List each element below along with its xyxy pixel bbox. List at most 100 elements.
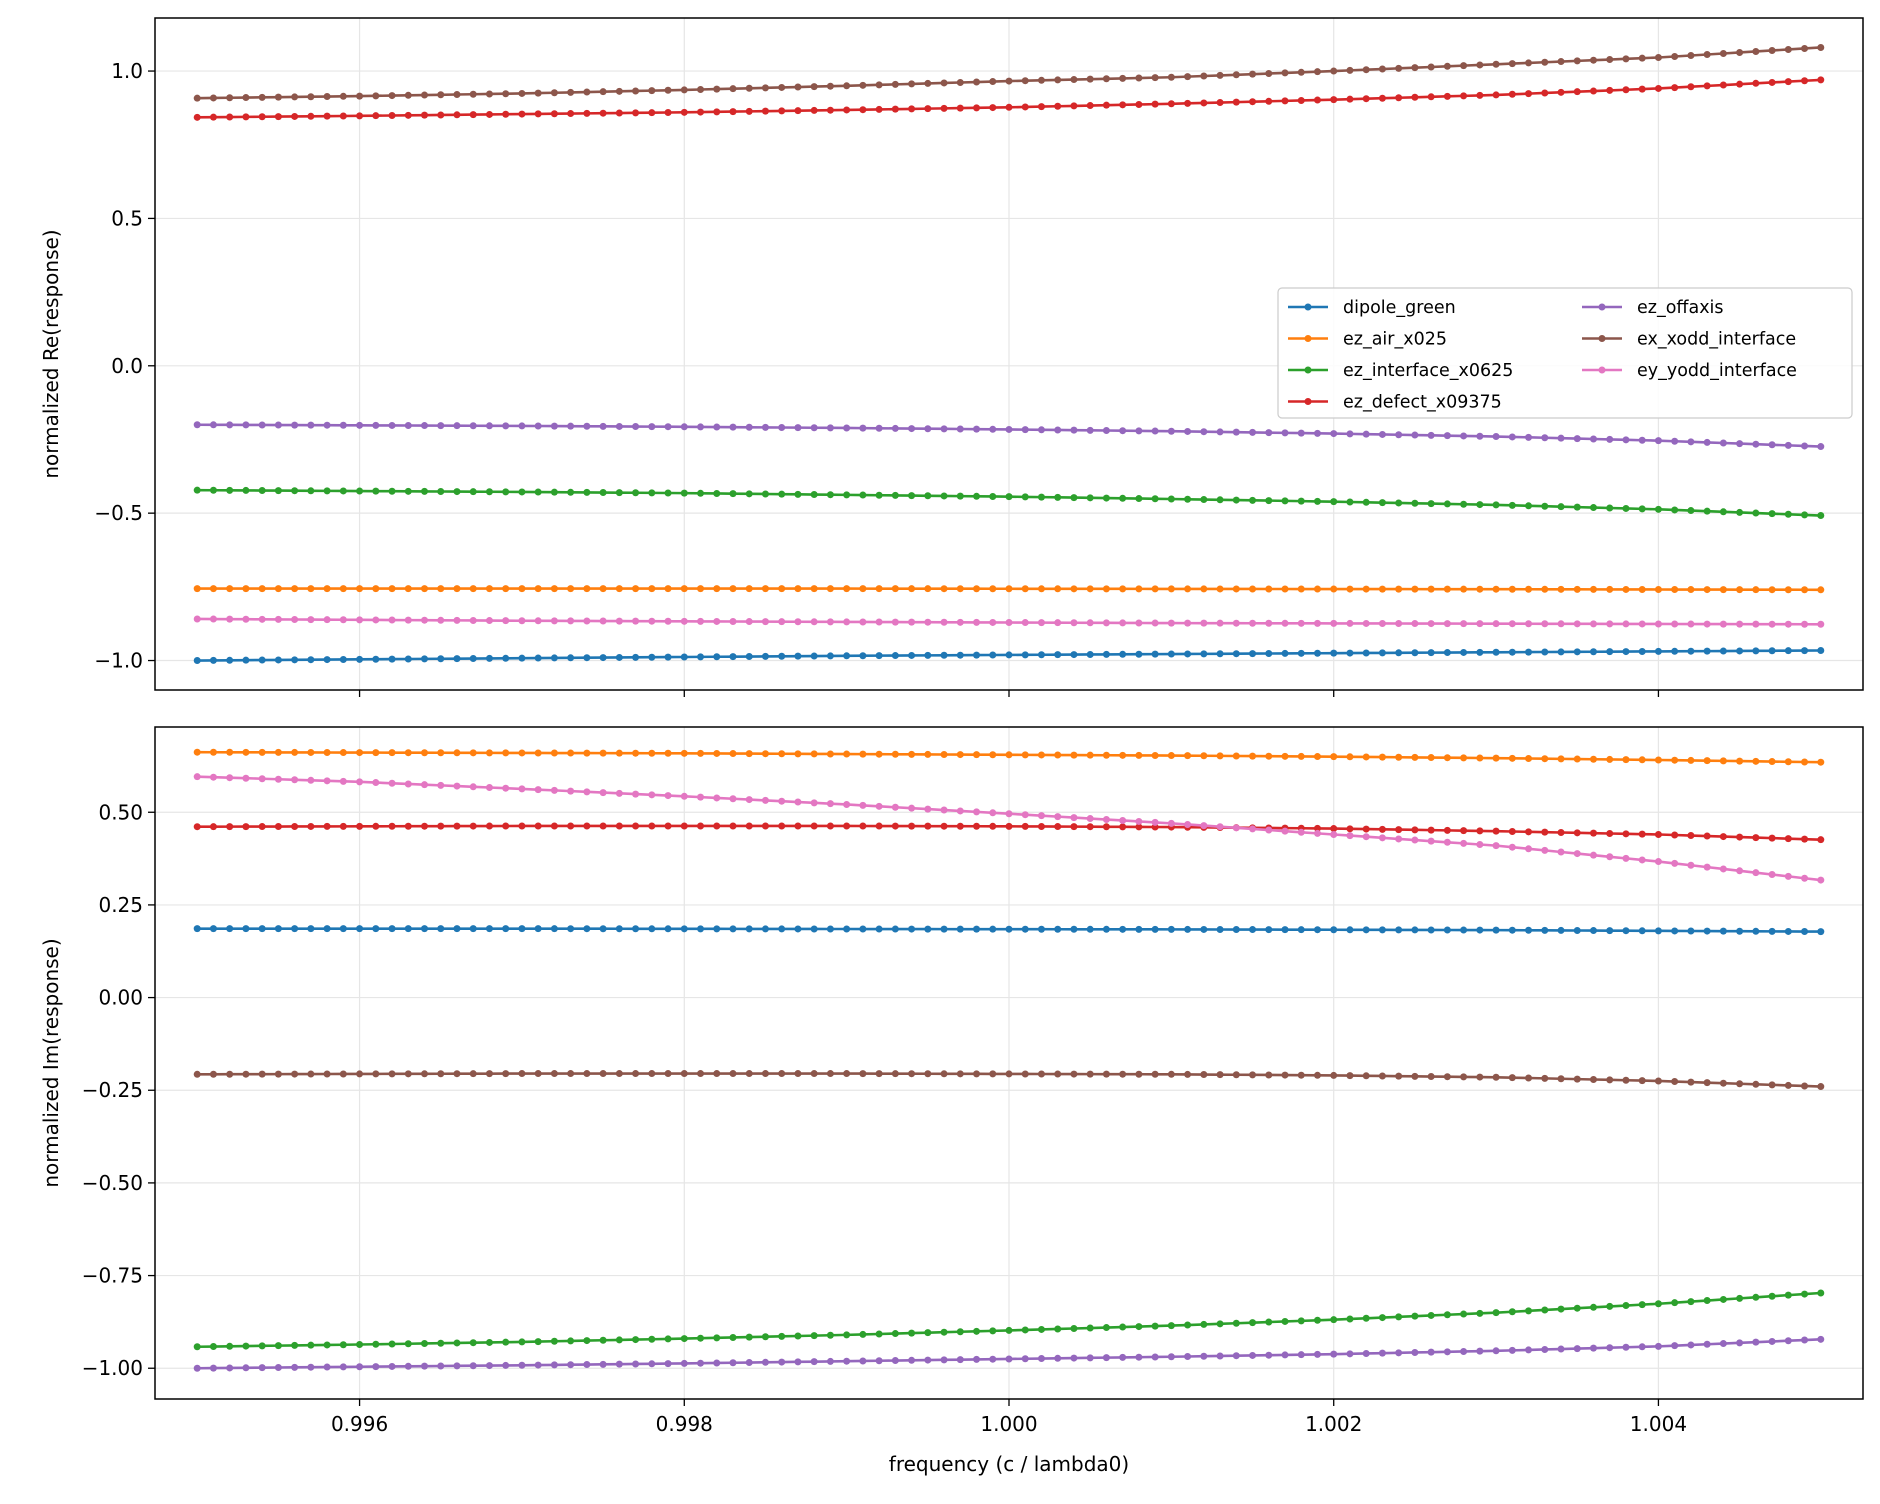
data-point — [469, 925, 477, 933]
data-point — [226, 1342, 234, 1350]
data-point — [794, 798, 802, 806]
data-point — [1703, 507, 1711, 515]
data-point — [1232, 1352, 1240, 1360]
data-point — [1557, 503, 1565, 511]
data-point — [274, 823, 282, 831]
data-point — [1525, 1307, 1533, 1315]
data-point — [1768, 647, 1776, 655]
data-point — [778, 822, 786, 830]
data-point — [1622, 1343, 1630, 1351]
data-point — [1638, 927, 1646, 935]
data-point — [1671, 1342, 1679, 1350]
data-point — [1411, 649, 1419, 657]
data-point — [615, 585, 623, 593]
data-point — [1005, 1070, 1013, 1078]
data-point — [1768, 927, 1776, 935]
data-point — [1476, 827, 1484, 835]
data-point — [1005, 585, 1013, 593]
data-point — [1005, 493, 1013, 501]
data-point — [615, 653, 623, 661]
data-point — [469, 1070, 477, 1078]
data-point — [956, 618, 964, 626]
data-point — [973, 585, 981, 593]
plot-area — [193, 748, 1825, 1372]
data-point — [1622, 854, 1630, 862]
data-point — [421, 925, 429, 933]
data-point — [1102, 427, 1110, 435]
data-point — [274, 585, 282, 593]
data-point — [1021, 811, 1029, 819]
y-tick-label: 0.0 — [111, 354, 143, 378]
data-point — [356, 1070, 364, 1078]
data-point — [1460, 926, 1468, 934]
data-point — [1021, 1326, 1029, 1334]
data-point — [1687, 1078, 1695, 1086]
data-point — [924, 805, 932, 813]
data-point — [1671, 927, 1679, 935]
legend-swatch-marker — [1304, 398, 1312, 405]
data-point — [339, 112, 347, 120]
data-point — [1037, 426, 1045, 434]
data-point — [1736, 1294, 1744, 1302]
data-point — [1362, 66, 1370, 74]
data-point — [323, 1341, 331, 1349]
data-point — [697, 86, 705, 93]
data-point — [550, 749, 558, 757]
data-point — [1200, 1071, 1208, 1079]
data-point — [1768, 834, 1776, 842]
data-point — [453, 822, 461, 830]
data-point — [745, 796, 753, 804]
data-point — [632, 489, 640, 497]
data-point — [291, 1070, 299, 1078]
data-point — [1525, 755, 1533, 763]
data-point — [1281, 585, 1289, 593]
data-point — [1573, 1304, 1581, 1312]
data-point — [761, 652, 769, 660]
legend-label: ez_interface_x0625 — [1343, 361, 1513, 381]
data-point — [1589, 1075, 1597, 1083]
data-point — [339, 777, 347, 785]
data-point — [1054, 585, 1062, 593]
data-point — [258, 1342, 266, 1350]
data-point — [518, 89, 526, 97]
data-point — [875, 1330, 883, 1338]
data-point — [518, 1361, 526, 1369]
data-point — [615, 1070, 623, 1078]
data-point — [1687, 586, 1695, 594]
data-point — [1135, 74, 1143, 82]
data-point — [875, 802, 883, 810]
data-point — [1736, 833, 1744, 841]
data-point — [1784, 45, 1792, 53]
data-point — [1200, 752, 1208, 760]
data-point — [680, 749, 688, 757]
data-point — [1119, 619, 1127, 627]
data-point — [1037, 619, 1045, 627]
data-point — [615, 1360, 623, 1368]
data-point — [1281, 1071, 1289, 1079]
data-point — [1801, 511, 1809, 519]
data-point — [372, 616, 380, 624]
data-point — [1736, 80, 1744, 88]
data-point — [1492, 754, 1500, 762]
data-point — [404, 1070, 412, 1078]
data-point — [307, 421, 315, 429]
data-point — [258, 823, 266, 831]
data-point — [404, 925, 412, 933]
data-point — [1801, 874, 1809, 882]
data-point — [1476, 1073, 1484, 1081]
data-point — [989, 1070, 997, 1078]
data-point — [1297, 497, 1305, 505]
data-point — [924, 585, 932, 593]
data-point — [1297, 1317, 1305, 1325]
data-point — [1102, 494, 1110, 502]
data-point — [1654, 84, 1662, 92]
data-point — [810, 491, 818, 499]
data-point — [632, 1336, 640, 1344]
data-point — [1817, 928, 1825, 936]
data-point — [1443, 826, 1451, 834]
data-point — [1265, 70, 1273, 78]
data-point — [973, 618, 981, 626]
data-point — [1606, 829, 1614, 837]
data-point — [1752, 927, 1760, 935]
data-point — [1184, 99, 1192, 107]
